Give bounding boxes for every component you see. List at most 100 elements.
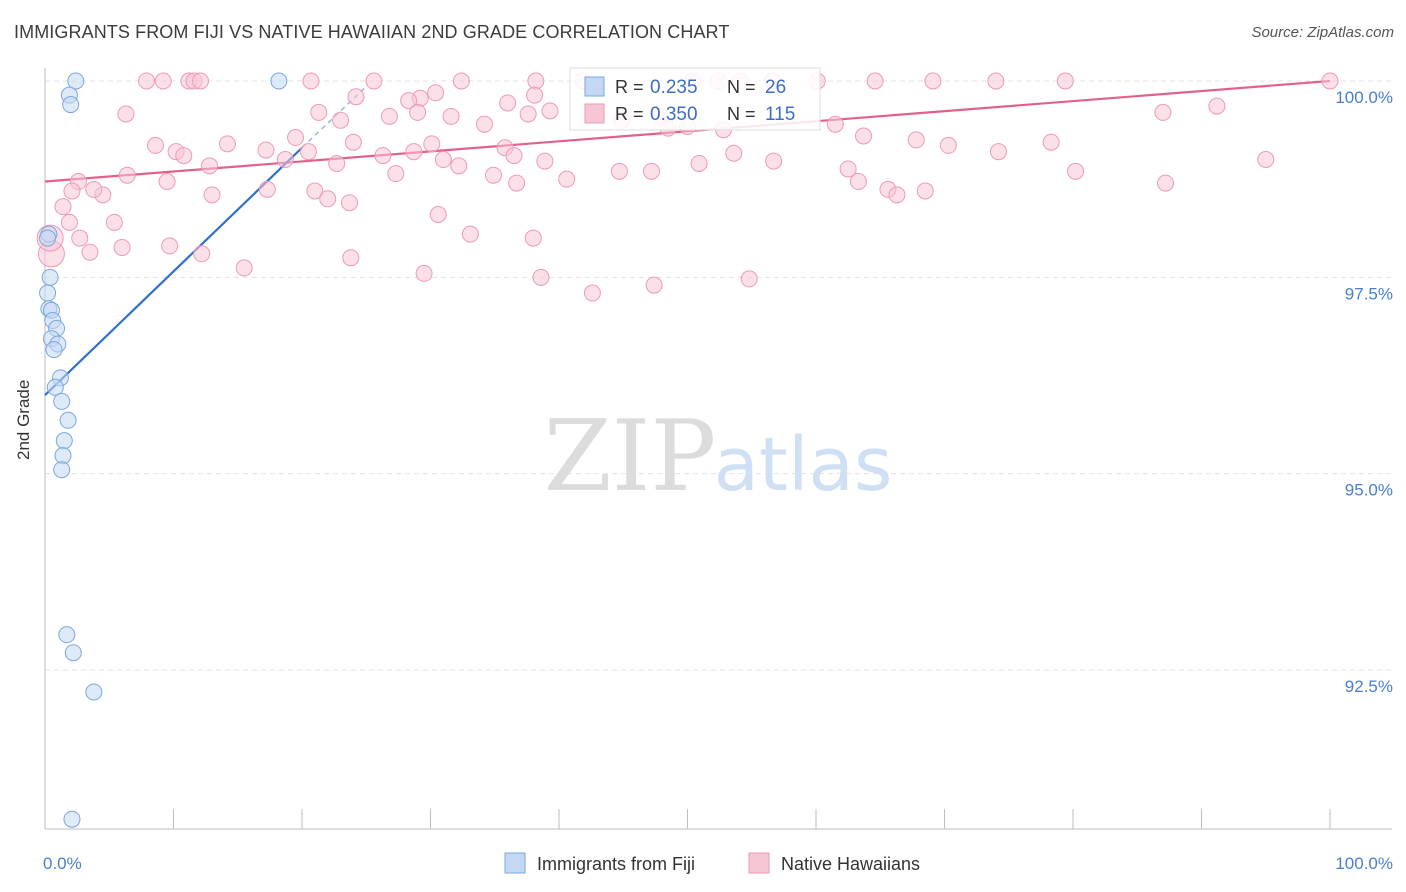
hawaiian-point <box>287 129 305 147</box>
hawaiian-point <box>461 225 479 243</box>
stats-legend: R = 0.235 N = 26 R = 0.350 N = 115 <box>569 67 821 131</box>
hawaiian-point <box>138 72 156 90</box>
hawaiian-point <box>235 259 253 277</box>
r-label: R = <box>615 104 644 124</box>
hawaiian-point <box>645 276 663 294</box>
watermark-atlas: atlas <box>714 422 893 508</box>
hawaiian-point <box>257 141 275 159</box>
hawaiian-point <box>423 135 441 153</box>
y-tick-label: 97.5% <box>1345 284 1393 303</box>
fiji-point <box>64 644 82 662</box>
hawaiian-point <box>191 72 209 90</box>
hawaiian-point <box>1042 133 1060 151</box>
hawaiian-point <box>1157 174 1175 192</box>
hawaiian-series-swatch <box>748 852 770 874</box>
x-tick-label-min: 0.0% <box>43 854 82 873</box>
hawaiian-point <box>415 264 433 282</box>
fiji-point <box>270 72 288 90</box>
hawaiian-point <box>839 160 857 178</box>
hawaiian-point <box>924 72 942 90</box>
hawaiian-point <box>218 135 236 153</box>
hawaiian-point <box>332 111 350 129</box>
fiji-point <box>62 96 80 114</box>
hawaiian-point <box>866 72 884 90</box>
hawaiian-point <box>939 136 957 154</box>
fiji-point <box>46 378 64 396</box>
hawaiian-point <box>158 173 176 191</box>
hawaiian-point <box>1056 72 1074 90</box>
hawaiian-point <box>643 162 661 180</box>
fiji-legend-swatch <box>584 76 605 97</box>
hawaiian-point <box>989 143 1007 161</box>
fiji-point <box>53 392 71 410</box>
hawaiian-point <box>193 245 211 263</box>
hawaiian-point <box>526 86 544 104</box>
fiji-series-label: Immigrants from Fiji <box>537 854 695 874</box>
hawaiian-point <box>299 143 317 161</box>
hawaiian-point <box>175 147 193 165</box>
hawaiian-point <box>527 72 545 90</box>
hawaiian-point <box>341 194 359 212</box>
hawaiian-point <box>524 229 542 247</box>
hawaiian-point <box>765 152 783 170</box>
hawaiian-point <box>328 154 346 172</box>
y-tick-label: 100.0% <box>1335 88 1393 107</box>
watermark: ZIP atlas <box>544 400 893 514</box>
hawaiian-point <box>347 88 365 106</box>
fiji-point <box>39 229 57 247</box>
hawaiian-point <box>365 72 383 90</box>
hawaiian-point <box>405 143 423 161</box>
hawaiian-point <box>302 72 320 90</box>
chart-title: IMMIGRANTS FROM FIJI VS NATIVE HAWAIIAN … <box>14 22 730 42</box>
hawaiian-point <box>855 127 873 145</box>
hawaiian-point <box>427 84 445 102</box>
hawaiian-point <box>849 173 867 191</box>
r-label: R = <box>615 77 644 97</box>
r-value: 0.235 <box>650 77 698 98</box>
hawaiian-point <box>63 182 81 200</box>
hawaiian-point <box>118 166 136 184</box>
hawaiian-point <box>54 198 72 216</box>
hawaiian-point <box>387 165 405 183</box>
hawaiian-point <box>583 284 601 302</box>
hawaiian-point <box>203 186 221 204</box>
hawaiian-point <box>690 154 708 172</box>
hawaiian-point <box>1208 97 1226 115</box>
hawaiian-point <box>536 152 554 170</box>
hawaiian-point <box>409 103 427 121</box>
hawaiian-point <box>276 151 294 169</box>
hawaiian-point <box>508 174 526 192</box>
hawaiian-point <box>258 180 276 198</box>
fiji-point <box>67 72 85 90</box>
hawaiian-point <box>60 213 78 231</box>
hawaiian-point <box>1067 162 1085 180</box>
series-fiji-points <box>39 72 288 828</box>
source-label: Source: ZipAtlas.com <box>1251 24 1394 41</box>
hawaiian-point <box>725 144 743 162</box>
hawaiian-point <box>113 238 131 256</box>
hawaiian-point <box>907 131 925 149</box>
hawaiian-point <box>558 170 576 188</box>
fiji-series-swatch <box>504 852 526 874</box>
hawaiian-point <box>71 229 89 247</box>
fiji-point <box>45 341 63 359</box>
hawaiian-point <box>450 157 468 175</box>
x-tick-label-max: 100.0% <box>1335 854 1393 873</box>
hawaiian-point <box>380 107 398 125</box>
hawaiian-point <box>475 115 493 133</box>
hawaiian-point <box>105 213 123 231</box>
hawaiian-point <box>442 107 460 125</box>
n-value: 26 <box>765 77 786 98</box>
hawaiian-point <box>1321 72 1339 90</box>
hawaiian-point <box>484 166 502 184</box>
hawaiian-point <box>319 190 337 208</box>
hawaiian-point <box>1154 103 1172 121</box>
hawaiian-point <box>987 72 1005 90</box>
hawaiian-point <box>1257 151 1275 169</box>
axes: 0.0% 100.0% <box>43 68 1393 873</box>
fiji-point <box>55 432 73 450</box>
gridlines: 100.0% 97.5% 95.0% 92.5% <box>45 80 1393 696</box>
n-value: 115 <box>765 104 795 125</box>
hawaiian-point <box>826 115 844 133</box>
